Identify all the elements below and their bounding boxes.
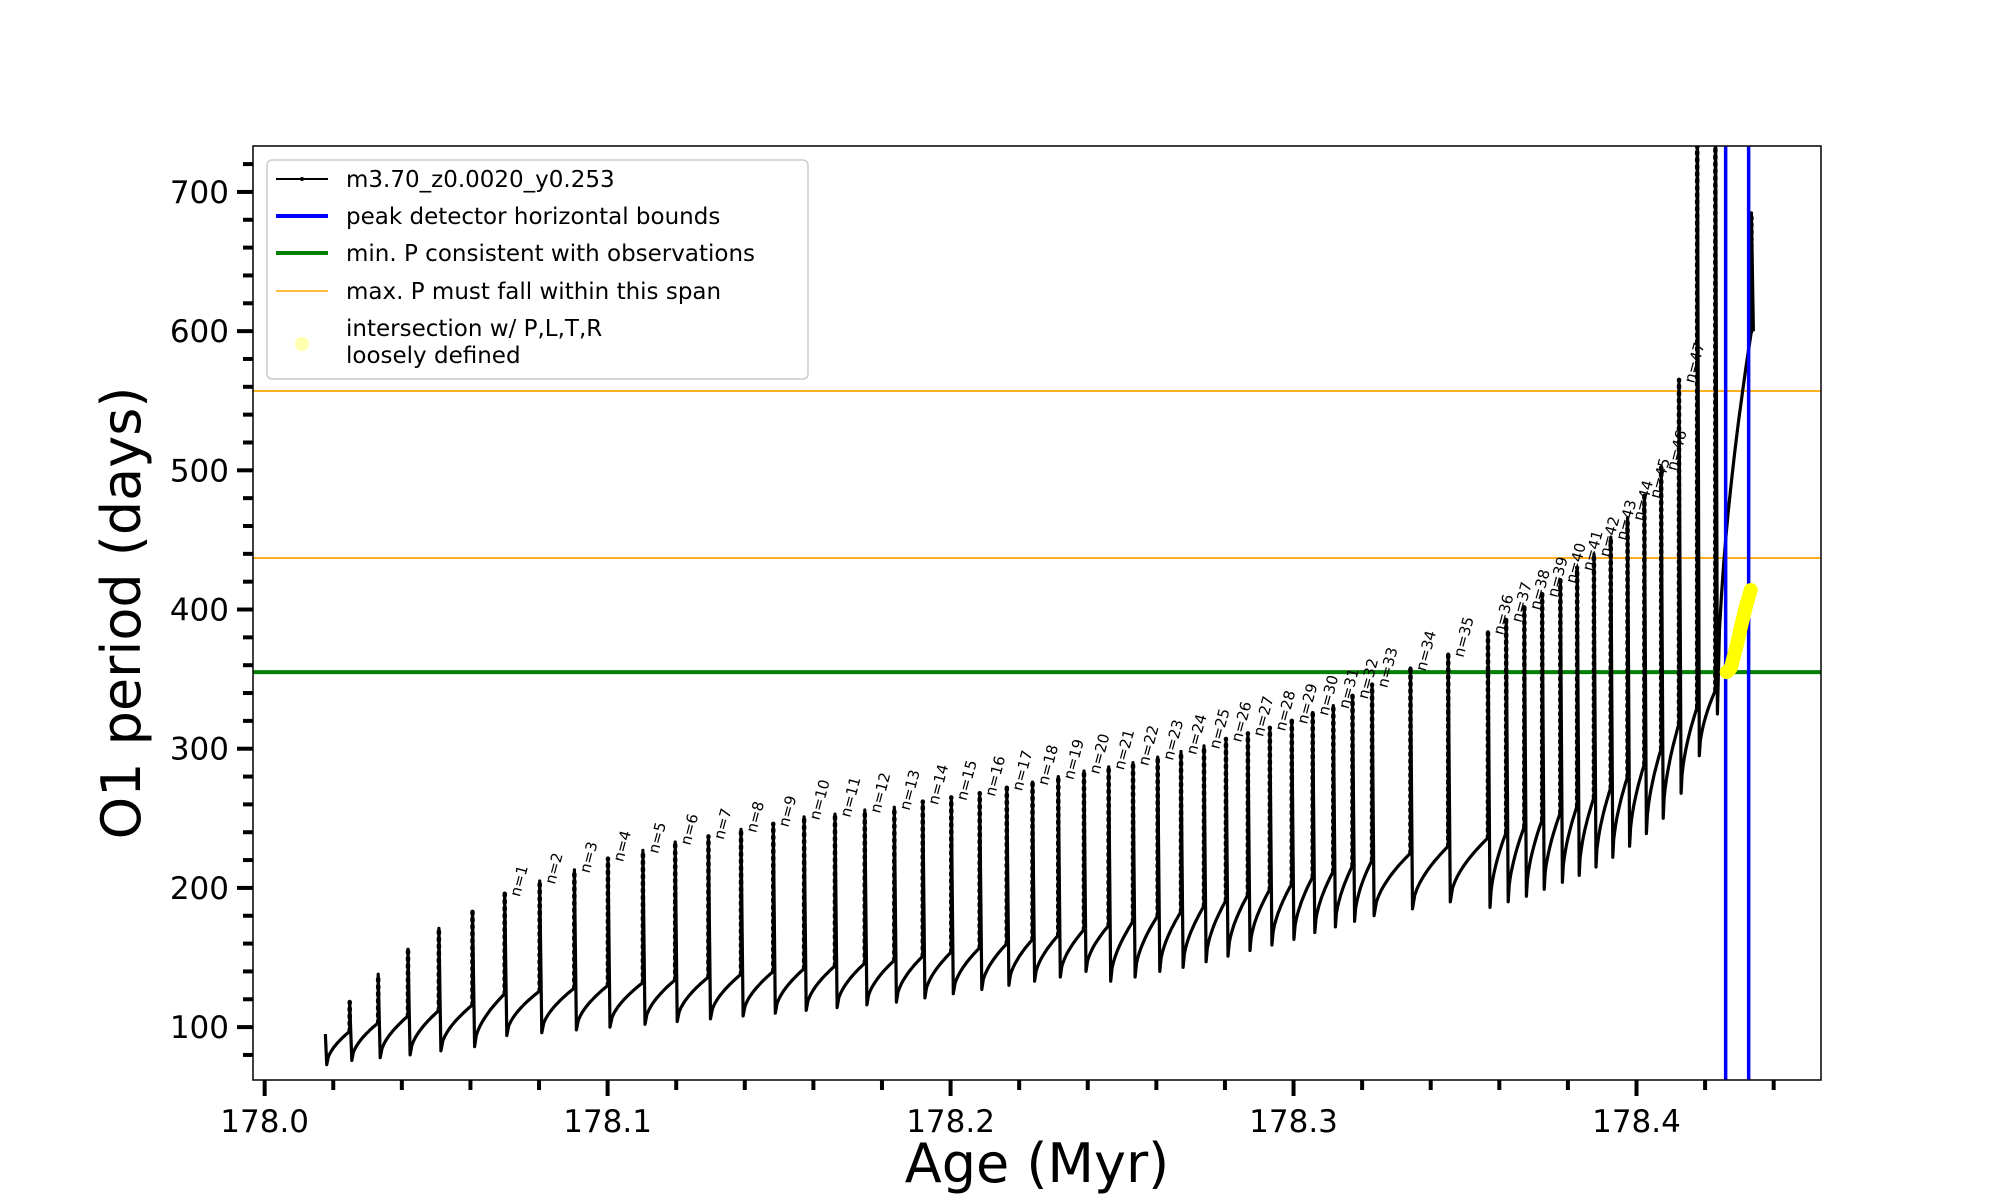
peak-label: n=46 [1663,428,1691,472]
model-series-line [323,146,1755,1067]
y-tick-label: 300 [170,732,229,768]
legend-label-green: min. P consistent with observations [346,241,755,267]
peak-label: n=7 [710,806,736,841]
y-tick-label: 600 [170,314,229,350]
y-tick-label: 100 [170,1010,229,1046]
legend-swatch-intersection [295,337,309,351]
y-tick-label: 200 [170,871,229,907]
legend-box [266,159,809,380]
peak-label: n=16 [981,754,1009,798]
x-tick-label: 178.1 [563,1104,652,1140]
peak-label: n=15 [953,758,981,802]
axes-frame [252,145,1822,1081]
clipped-group [253,146,1821,1080]
y-axis-label: O1 period (days) [90,387,153,840]
peak-label: n=11 [836,775,864,819]
x-tick-label: 178.4 [1592,1104,1681,1140]
axis-ticks: 178.0 178.1 178.2 178.3 178.4 100 200 300 400 500… [170,162,1776,1140]
legend-swatch-model-dot [300,177,304,181]
peak-label: n=10 [806,778,834,822]
peak-label: n=4 [609,829,635,864]
peak-label: n=13 [896,768,924,812]
peak-label: n=14 [924,762,952,806]
peak-label: n=6 [677,812,703,847]
peak-label: n=47 [1680,340,1708,384]
intersection-marks [1719,583,1758,680]
y-tick-label: 500 [170,453,229,489]
legend: m3.70_z0.0020_y0.253 peak detector horiz… [266,159,809,380]
peak-label: n=24 [1183,712,1211,756]
x-tick-label: 178.0 [220,1104,309,1140]
peak-label: n=5 [644,820,670,855]
peak-label: n=35 [1450,615,1478,659]
x-tick-label: 178.2 [906,1104,995,1140]
y-tick-label: 400 [170,593,229,629]
legend-label-intersection-line1: intersection w/ P,L,T,R [346,316,602,342]
legend-label-orange: max. P must fall within this span [346,279,721,305]
peak-label: n=3 [576,840,602,875]
x-axis-label: Age (Myr) [905,1132,1170,1195]
legend-label-blue: peak detector horizontal bounds [346,204,720,230]
peak-label: n=33 [1374,645,1402,689]
peak-label: n=12 [866,771,894,815]
peak-label: n=8 [743,799,769,834]
legend-label-model: m3.70_z0.0020_y0.253 [346,167,615,193]
peak-label: n=1 [506,863,532,898]
y-tick-label: 700 [170,175,229,211]
peak-label: n=9 [775,794,801,829]
peak-label: n=34 [1412,629,1440,673]
peak-label: n=26 [1227,700,1255,744]
x-tick-label: 178.3 [1249,1104,1338,1140]
peak-label: n=2 [541,851,567,886]
legend-label-intersection-line2: loosely defined [346,343,521,369]
peak-label: n=27 [1249,694,1277,738]
